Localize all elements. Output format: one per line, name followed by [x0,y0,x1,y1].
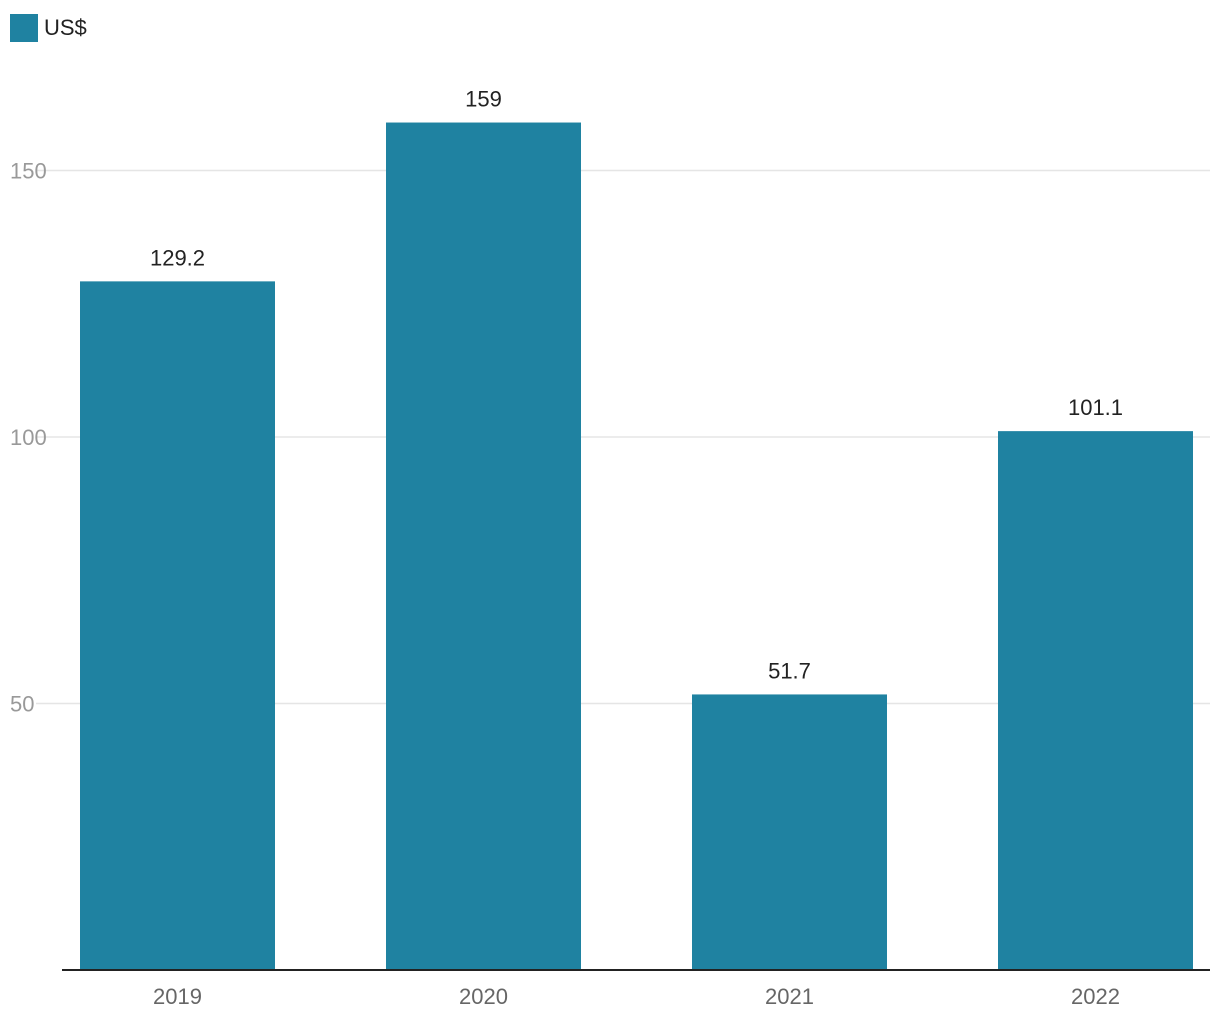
x-tick-label-2022: 2022 [1071,984,1120,1009]
x-tick-label-2019: 2019 [153,984,202,1009]
x-tick-label-2020: 2020 [459,984,508,1009]
y-tick-label-100: 100 [10,425,47,450]
x-tick-label-2021: 2021 [765,984,814,1009]
value-label-2022: 101.1 [1068,395,1123,420]
y-tick-label-50: 50 [10,692,34,717]
legend: US$ [10,14,87,42]
y-tick-label-150: 150 [10,159,47,184]
legend-swatch [10,14,38,42]
value-label-2020: 159 [465,87,502,112]
bar-2019 [80,281,275,970]
bar-2021 [692,694,887,970]
bar-2022 [998,431,1193,971]
value-label-2021: 51.7 [768,658,811,683]
value-label-2019: 129.2 [150,245,205,270]
bar-2020 [386,122,581,970]
legend-label: US$ [44,15,87,40]
